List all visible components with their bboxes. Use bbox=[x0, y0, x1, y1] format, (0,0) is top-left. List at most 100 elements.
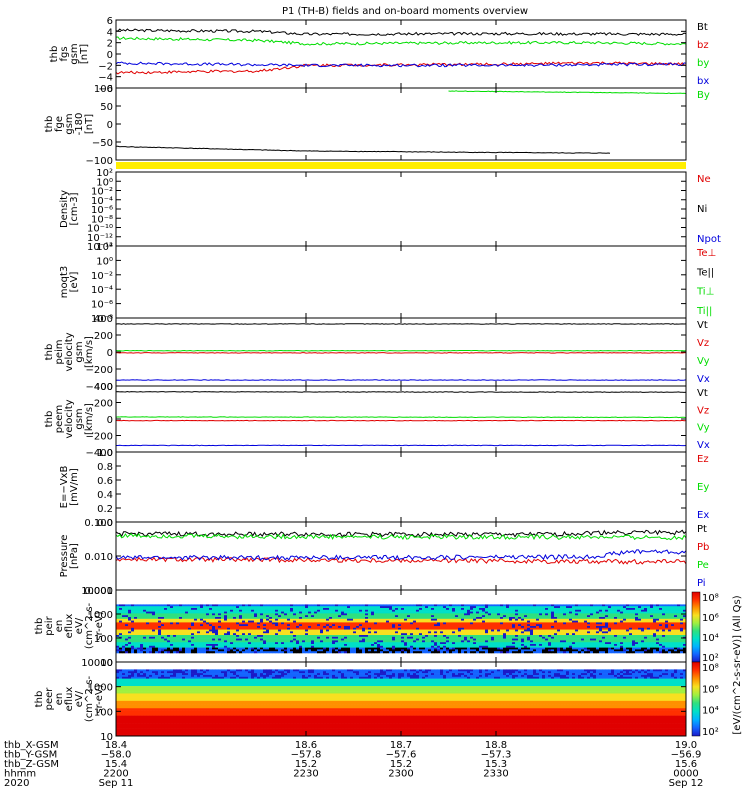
xrow-value: −58.0 bbox=[101, 750, 132, 761]
legend-p8: Pe bbox=[697, 560, 709, 571]
ylabel-p2: gsm bbox=[64, 113, 75, 134]
xrow-value: 18.8 bbox=[485, 740, 507, 751]
series-p5-2 bbox=[115, 349, 687, 352]
ytick-p3: 10⁰ bbox=[96, 177, 113, 188]
legend-p6: Vx bbox=[697, 440, 710, 451]
legend-p7: Ey bbox=[697, 482, 709, 493]
ylabel-p8: [nPa] bbox=[69, 543, 80, 569]
ytick-p4: 10⁻⁴ bbox=[91, 285, 113, 296]
ylabel-p7: E=−VxB bbox=[59, 466, 70, 509]
xrow-value: −57.3 bbox=[481, 750, 512, 761]
colorbar-tick: 10⁶ bbox=[702, 613, 719, 624]
ytick-p5: 200 bbox=[94, 331, 113, 342]
ylabel-p10: peer bbox=[44, 687, 55, 711]
legend-p1: by bbox=[697, 58, 709, 69]
legend-p1: bx bbox=[697, 76, 709, 87]
ytick-p3: 10⁻⁶ bbox=[91, 205, 113, 216]
ylabel-p6: peem bbox=[54, 405, 65, 433]
legend-p7: Ex bbox=[697, 510, 709, 521]
legend-p8: Pb bbox=[697, 542, 709, 553]
ytick-p3: 10⁻¹² bbox=[87, 233, 113, 244]
orbit-bar bbox=[116, 162, 686, 169]
panel-p4: 10² 10⁰ 10⁻² 10⁻⁴ 10⁻⁶ 10⁻⁸ moqt3 [eV] Te⊥ Te|| Ti… bbox=[59, 242, 716, 325]
xrow-value: 19.0 bbox=[675, 740, 697, 751]
ylabel-p5: thb bbox=[44, 344, 55, 361]
ytick-p1: 6 bbox=[107, 16, 113, 27]
colorbar-tick: 10⁸ bbox=[702, 663, 719, 674]
colorbar-1 bbox=[691, 661, 701, 737]
ylabel-p4: moqt3 bbox=[59, 266, 70, 299]
xrow-name: hhmm bbox=[4, 769, 36, 780]
ytick-p10: 10000 bbox=[81, 658, 113, 669]
ylabel-p2: -180 bbox=[74, 113, 85, 136]
xrow-value: −57.6 bbox=[386, 750, 417, 761]
ylabel-p7: [mV/m] bbox=[69, 468, 80, 506]
series-p8-2 bbox=[115, 532, 687, 541]
series-p6-1 bbox=[115, 419, 687, 422]
ytick-p7: 1.0 bbox=[97, 448, 113, 459]
ytick-p10: 1000 bbox=[88, 683, 113, 694]
ylabel-p9: eV/ bbox=[74, 617, 85, 634]
ytick-p8: 0.001 bbox=[84, 586, 113, 597]
legend-p4: Ti|| bbox=[696, 306, 712, 317]
ytick-p1: −2 bbox=[98, 61, 113, 72]
ytick-p9: 10 bbox=[100, 658, 113, 669]
ytick-p9: 1000 bbox=[88, 610, 113, 621]
ytick-p4: 10⁻² bbox=[91, 271, 113, 282]
ylabel-p9: (cm^2-s- bbox=[84, 602, 95, 649]
ytick-p7: 0.6 bbox=[97, 476, 113, 487]
colorbar-tick: 10⁴ bbox=[702, 706, 719, 717]
ylabel-p5: gsm bbox=[74, 341, 85, 362]
ytick-p4: 10² bbox=[96, 242, 113, 253]
xrow-value: −56.9 bbox=[671, 750, 702, 761]
xrow-value: 15.2 bbox=[390, 759, 412, 770]
colorbar-tick: 10² bbox=[702, 653, 719, 664]
xrow-value: 0000 bbox=[673, 769, 698, 780]
ytick-p10: 10 bbox=[100, 732, 113, 743]
figure-title: P1 (TH-B) fields and on-board moments ov… bbox=[282, 6, 528, 17]
panel-p2: 100 50 0 −50 −100 thb fge gsm -180 [nT] By bbox=[44, 84, 710, 167]
panel-p7: 1.0 0.8 0.6 0.4 0.2 0.0 E=−VxB [mV/m] Ez Ey Ex bbox=[59, 448, 709, 529]
xrow-value: −57.8 bbox=[291, 750, 322, 761]
ylabel-p8: Pressure bbox=[59, 535, 70, 578]
frame-p3 bbox=[115, 171, 687, 247]
xrow-name: thb_X-GSM bbox=[4, 740, 59, 751]
xrow-value: 18.7 bbox=[390, 740, 412, 751]
xrow-name: 2020 bbox=[4, 778, 29, 789]
ytick-p3: 10⁻¹⁰ bbox=[87, 224, 113, 235]
series-p6-2 bbox=[115, 416, 687, 419]
xrow-value: 15.3 bbox=[485, 759, 507, 770]
ytick-p5: 400 bbox=[94, 314, 113, 325]
ylabel-p10: eV/ bbox=[74, 690, 85, 707]
frame-p8 bbox=[115, 521, 687, 591]
ylabel-p1: thb bbox=[49, 46, 60, 63]
ytick-p1: 4 bbox=[107, 27, 113, 38]
xrow-value: Sep 12 bbox=[669, 778, 704, 789]
ylabel-p5: velocity bbox=[64, 332, 75, 371]
series-p8-0 bbox=[115, 529, 687, 538]
xrow-value: 2230 bbox=[293, 769, 318, 780]
ylabel-p3: Density bbox=[59, 190, 70, 228]
colorbar-tick: 10⁶ bbox=[702, 684, 719, 695]
ylabel-p9: thb bbox=[34, 618, 45, 635]
ytick-p6: 400 bbox=[94, 382, 113, 393]
series-p8-3 bbox=[115, 549, 687, 561]
legend-p5: Vx bbox=[697, 374, 710, 385]
ytick-p3: 10⁻¹⁴ bbox=[87, 242, 113, 253]
panel-p6: 400 200 0 −200 −400 thb peem velocity gsm [km/s] V… bbox=[44, 382, 710, 459]
ytick-p4: 10⁻⁸ bbox=[91, 314, 113, 325]
series-p2-0 bbox=[448, 90, 687, 95]
legend-p5: Vt bbox=[697, 320, 708, 331]
ytick-p5: −400 bbox=[86, 382, 113, 393]
ylabel-p1: fgs bbox=[59, 46, 70, 61]
ytick-p6: −400 bbox=[86, 448, 113, 459]
ylabel-p6: [km/s] bbox=[84, 403, 95, 435]
ylabel-p9: peir bbox=[44, 615, 55, 635]
ylabel-p3: [cm-3] bbox=[69, 192, 80, 225]
xrow-value: Sep 11 bbox=[99, 778, 134, 789]
ytick-p6: 0 bbox=[107, 415, 113, 426]
ylabel-p6: thb bbox=[44, 411, 55, 428]
colorbar-0 bbox=[691, 591, 701, 663]
